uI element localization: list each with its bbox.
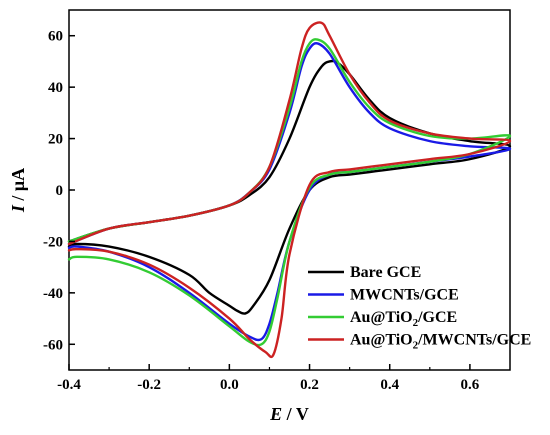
x-tick-label: 0.0 <box>220 377 239 393</box>
y-tick-label: 60 <box>48 29 63 45</box>
y-tick-label: -40 <box>43 286 63 302</box>
legend-label-1: Bare GCE <box>350 264 421 281</box>
series-line-4 <box>67 21 512 359</box>
y-tick-label: 0 <box>56 183 64 199</box>
x-tick-label: 0.4 <box>380 377 399 393</box>
legend: Bare GCE MWCNTs/GCE Au@TiO2/GCE Au@TiO2/MWC… <box>308 264 531 352</box>
y-tick-label: -20 <box>43 234 63 250</box>
x-axis-unit: / V <box>282 404 309 424</box>
y-tick-label: 20 <box>48 132 63 148</box>
y-axis-unit: / μA <box>8 168 28 205</box>
legend-label-4: Au@TiO2/MWCNTs/GCE <box>350 332 531 352</box>
y-axis-variable: I <box>8 204 28 213</box>
legend-label-3: Au@TiO2/GCE <box>350 309 457 329</box>
x-axis-variable: E <box>269 404 282 424</box>
axes: -0.4 -0.2 0.0 0.2 0.4 0.6 -60 -40 -20 0 20 40 60 <box>43 29 480 393</box>
y-axis-title: I / μA <box>8 168 28 213</box>
y-tick-label: -60 <box>43 337 63 353</box>
series-line-1 <box>67 59 512 315</box>
x-axis-title: E / V <box>269 404 309 424</box>
legend-label-2: MWCNTs/GCE <box>350 287 459 304</box>
x-tick-label: -0.4 <box>57 377 81 393</box>
x-tick-label: 0.2 <box>300 377 319 393</box>
x-tick-label: -0.2 <box>137 377 161 393</box>
x-tick-label: 0.6 <box>461 377 480 393</box>
series-curves <box>67 21 512 359</box>
y-tick-label: 40 <box>48 80 63 96</box>
